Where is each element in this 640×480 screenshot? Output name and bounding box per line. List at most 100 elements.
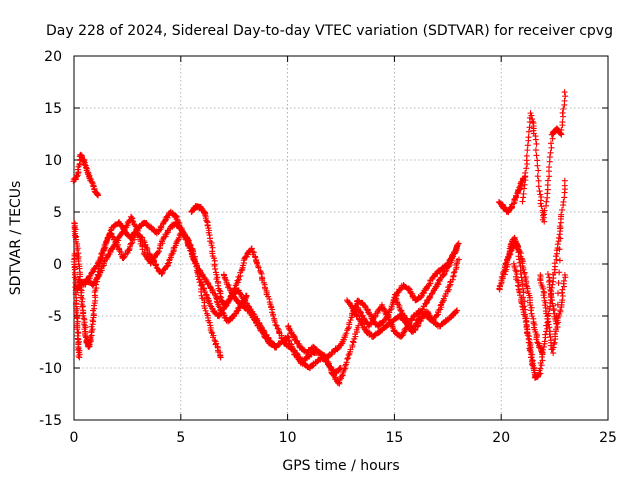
data-point: [211, 337, 218, 344]
data-point: [75, 346, 82, 353]
data-point: [512, 240, 519, 247]
data-point: [158, 270, 165, 277]
data-point: [523, 152, 530, 159]
data-point: [399, 332, 406, 339]
data-point: [505, 253, 512, 260]
data-point: [516, 259, 523, 266]
series-track-8: [285, 240, 462, 362]
data-point: [215, 303, 222, 310]
data-point: [355, 322, 362, 329]
data-point: [525, 128, 532, 135]
data-point: [274, 325, 281, 332]
data-point: [549, 135, 556, 142]
data-point: [547, 328, 554, 335]
data-point: [553, 256, 560, 263]
data-point: [75, 330, 82, 337]
x-axis-title: GPS time / hours: [282, 458, 399, 474]
data-point: [243, 292, 250, 299]
data-point: [212, 265, 219, 272]
data-point: [391, 291, 398, 298]
data-point: [395, 301, 402, 308]
data-point: [222, 275, 229, 282]
data-point: [525, 134, 532, 141]
data-point: [342, 362, 349, 369]
data-point: [552, 331, 559, 338]
data-point: [454, 241, 461, 248]
data-point: [380, 305, 387, 312]
data-point: [533, 152, 540, 159]
data-point: [518, 255, 525, 262]
data-point: [112, 238, 119, 245]
data-point: [346, 319, 353, 326]
data-point: [535, 167, 542, 174]
data-point: [150, 258, 157, 265]
data-point: [541, 338, 548, 345]
data-points: [70, 89, 569, 387]
data-point: [174, 237, 181, 244]
data-point: [536, 188, 543, 195]
data-point: [343, 359, 350, 366]
series-track-15: [510, 177, 568, 381]
data-point: [547, 149, 554, 156]
data-point: [199, 281, 206, 288]
data-point: [81, 161, 88, 168]
data-point: [532, 136, 539, 143]
data-point: [520, 266, 527, 273]
data-point: [534, 162, 541, 169]
data-point: [560, 277, 567, 284]
data-point: [556, 257, 563, 264]
data-point: [519, 285, 526, 292]
data-point: [88, 323, 95, 330]
data-point: [550, 350, 557, 357]
x-tick-label: 10: [279, 430, 297, 446]
data-point: [535, 183, 542, 190]
data-point: [73, 314, 80, 321]
data-point: [426, 293, 433, 300]
data-point: [270, 312, 277, 319]
data-point: [557, 307, 564, 314]
data-point: [336, 376, 343, 383]
data-point: [218, 294, 225, 301]
data-point: [201, 305, 208, 312]
data-point: [347, 317, 354, 324]
data-point: [528, 354, 535, 361]
y-tick-label: 15: [44, 101, 62, 117]
data-point: [455, 240, 462, 247]
data-point: [557, 225, 564, 232]
data-point: [89, 282, 96, 289]
data-point: [203, 291, 210, 298]
data-point: [515, 253, 522, 260]
data-point: [561, 177, 568, 184]
data-point: [520, 185, 527, 192]
data-point: [546, 324, 553, 331]
data-point: [527, 348, 534, 355]
data-point: [271, 319, 278, 326]
data-point: [231, 286, 238, 293]
data-point: [397, 306, 404, 313]
data-point: [559, 119, 566, 126]
y-tick-label: -5: [48, 309, 62, 325]
data-point: [272, 321, 279, 328]
data-point: [253, 258, 260, 265]
data-point: [204, 294, 211, 301]
data-point: [558, 126, 565, 133]
data-point: [561, 89, 568, 96]
data-point: [546, 284, 553, 291]
data-point: [507, 241, 514, 248]
data-point: [534, 173, 541, 180]
y-tick-label: 10: [44, 153, 62, 169]
data-point: [533, 336, 540, 343]
data-point: [561, 97, 568, 104]
data-point: [562, 93, 569, 100]
data-point: [558, 213, 565, 220]
data-point: [343, 330, 350, 337]
data-point: [198, 292, 205, 299]
data-point: [406, 321, 413, 328]
data-point: [249, 248, 256, 255]
series-track-16: [519, 89, 569, 225]
data-point: [98, 250, 105, 257]
data-point: [447, 279, 454, 286]
data-point: [341, 366, 348, 373]
data-point: [83, 165, 90, 171]
data-point: [518, 298, 525, 305]
